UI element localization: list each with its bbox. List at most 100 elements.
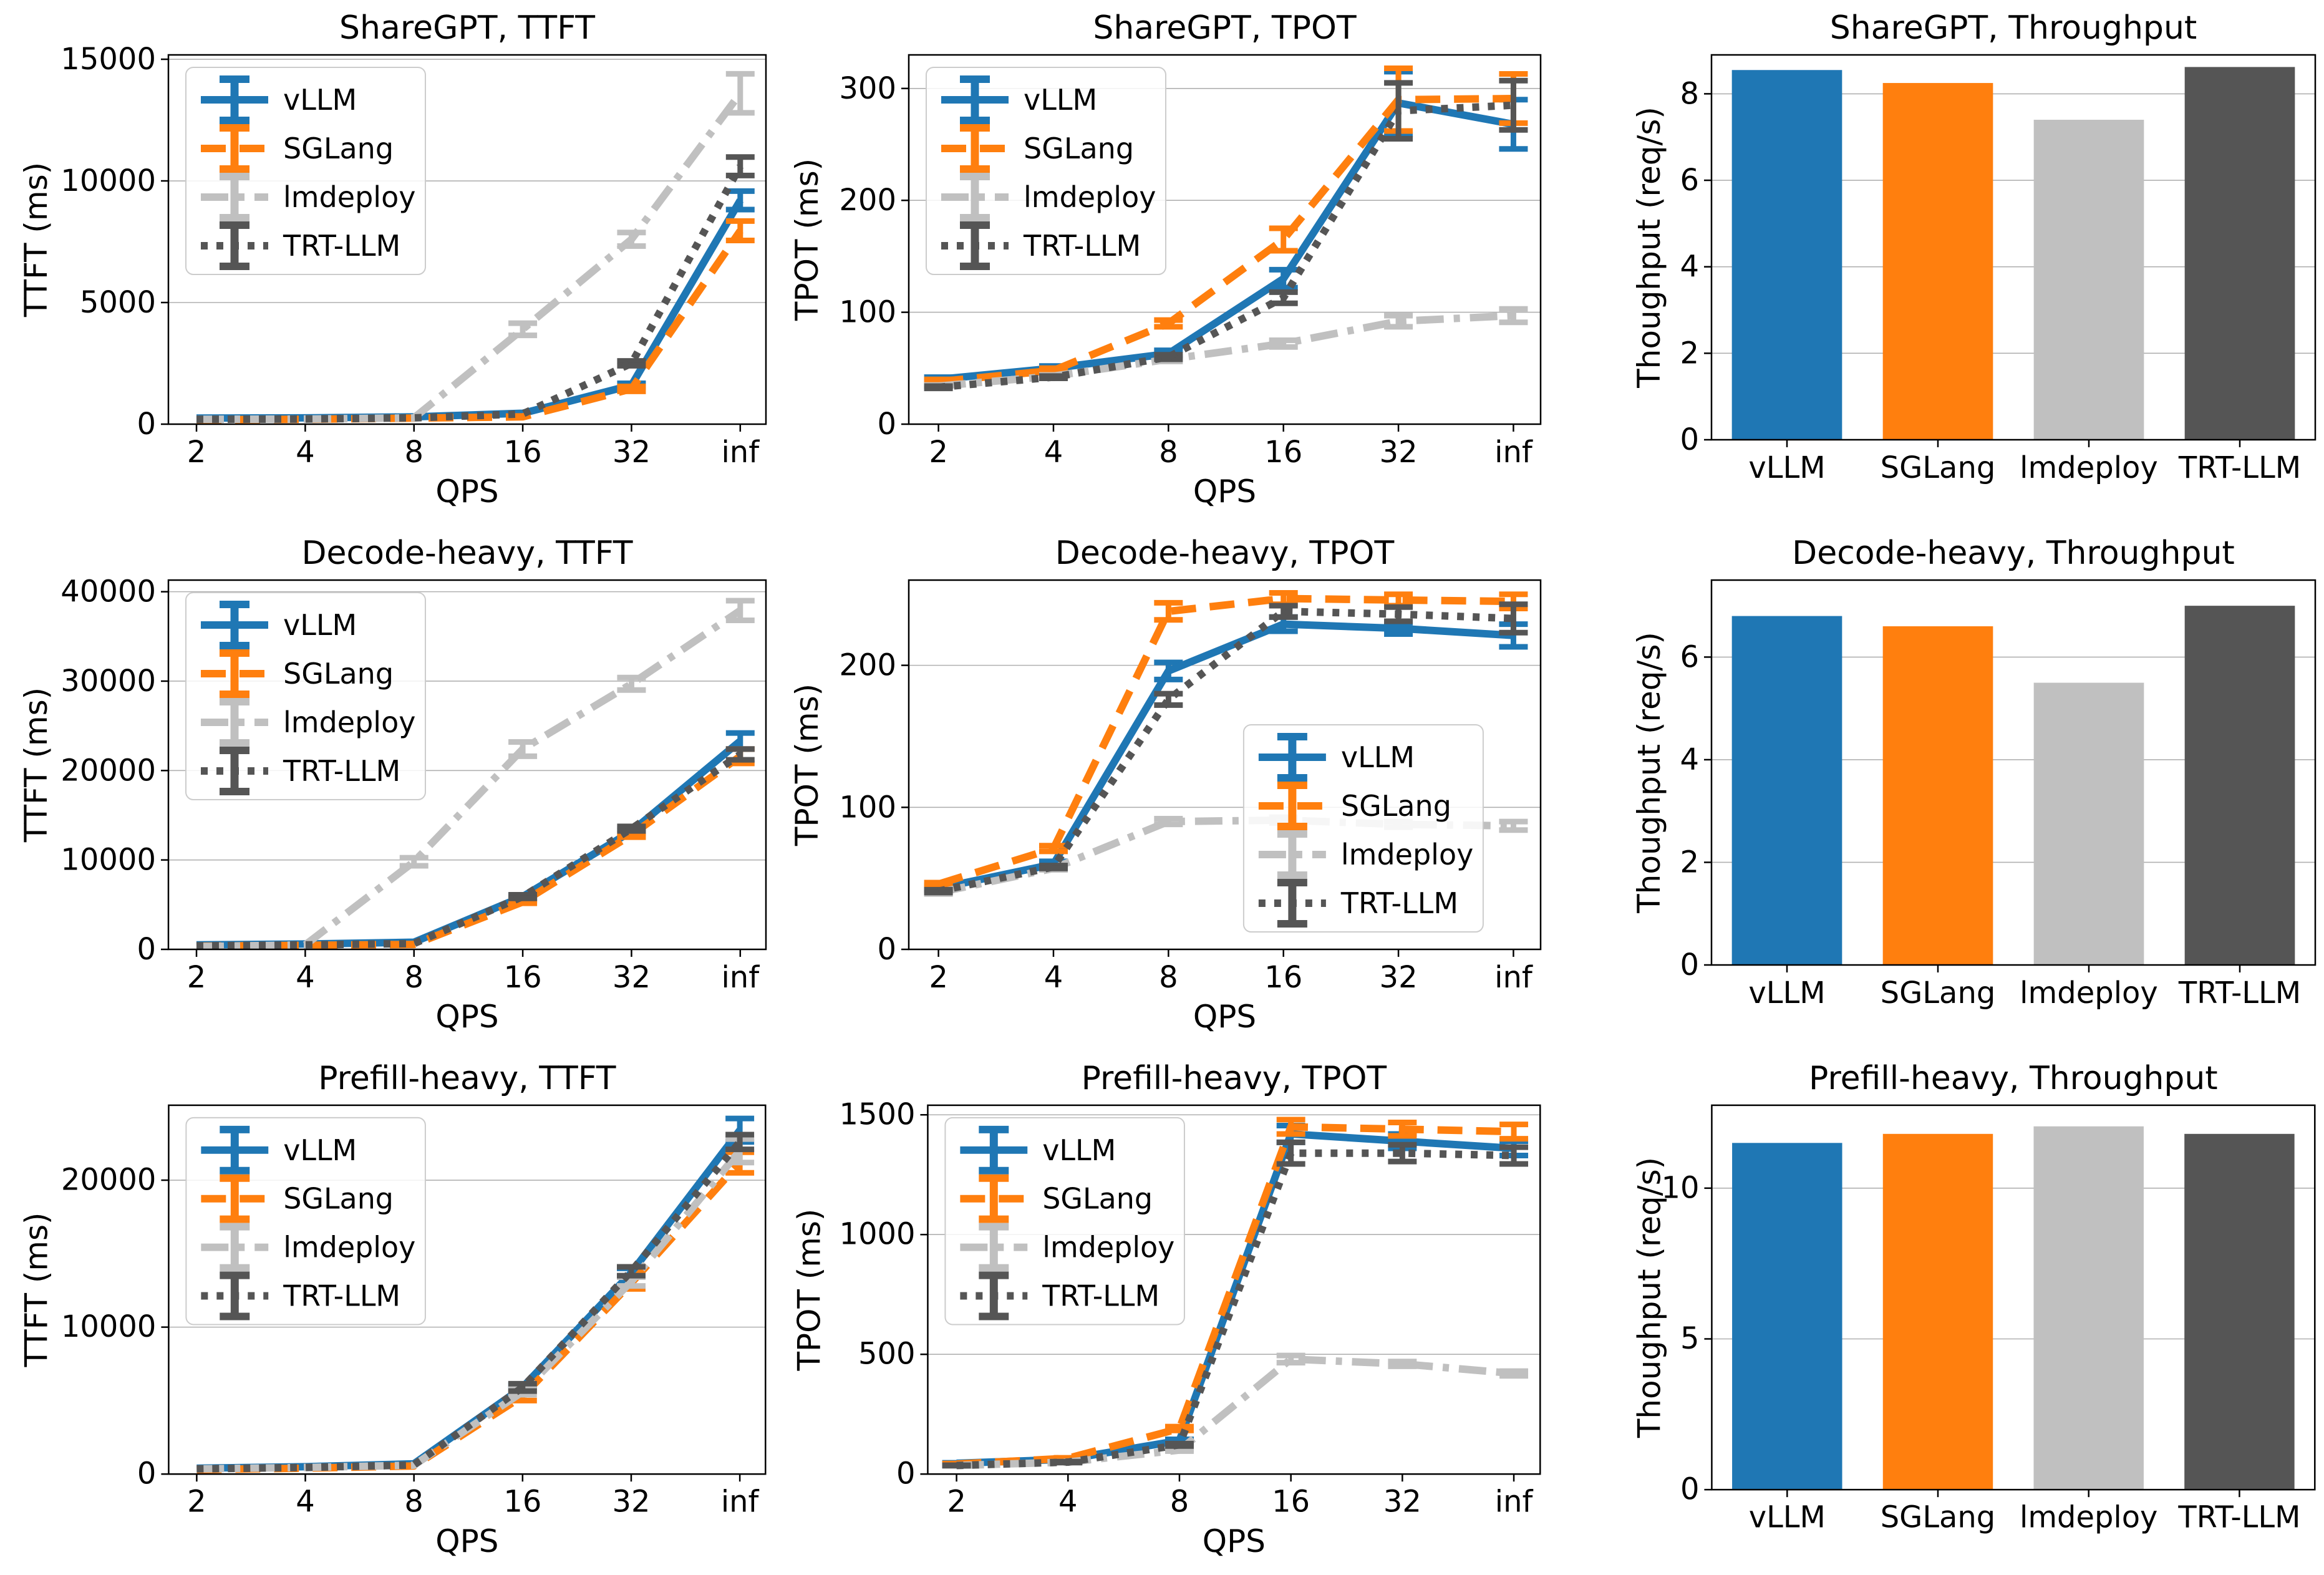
series-line-trt-llm xyxy=(956,1149,1514,1470)
legend-label-trt-llm: TRT-LLM xyxy=(283,229,400,263)
error-bar-trt-llm xyxy=(1039,863,1068,871)
x-axis-label: QPS xyxy=(435,999,498,1035)
chart-svg-decode-heavy-ttft: Decode-heavy, TTFT TTFT (ms) 0 10000 20000 30… xyxy=(0,525,775,1050)
plot-area xyxy=(1731,67,2295,440)
axes-spines xyxy=(167,54,767,425)
bar-vllm xyxy=(1731,70,1842,440)
x-tick-label: 32 xyxy=(1383,1485,1421,1519)
plot-area xyxy=(924,65,1528,392)
subplot-sharegpt-tpot: ShareGPT, TPOT TPOT (ms) 0 100 200 300 2 4 8 16 32… xyxy=(775,0,1549,525)
x-tick-label: inf xyxy=(1494,435,1533,470)
y-tick-label: 5000 xyxy=(80,285,156,320)
x-tick-label: 32 xyxy=(1380,435,1418,470)
bar-category-label-lmdeploy: lmdeploy xyxy=(2020,1501,2157,1535)
chart-title: Decode-heavy, TTFT xyxy=(302,535,633,572)
x-tick-label: 8 xyxy=(404,1485,424,1519)
bar-category-label-sglang: SGLang xyxy=(1881,1501,1995,1535)
subplot-sharegpt-throughput: ShareGPT, Throughput Thoughput (req/s) 0 2 4… xyxy=(1549,0,2324,525)
chart-title: Prefill-heavy, TTFT xyxy=(318,1060,616,1097)
axes-spines xyxy=(167,579,767,951)
legend-label-trt-llm: TRT-LLM xyxy=(283,1279,400,1313)
y-tick-label: 20000 xyxy=(61,753,156,788)
subplot-prefill-heavy-ttft: Prefill-heavy, TTFT TTFT (ms) 0 10000 20000 2… xyxy=(0,1050,775,1575)
legend-key-sglang xyxy=(1258,782,1326,830)
plot-area xyxy=(1732,1126,2295,1490)
y-axis-label: TPOT (ms) xyxy=(789,684,825,846)
x-tick-label: inf xyxy=(1495,1485,1534,1519)
series-line-trt-llm xyxy=(196,164,744,424)
x-tick-label: 2 xyxy=(187,960,206,995)
x-tick-label: 8 xyxy=(404,960,424,995)
legend-key-trt-llm xyxy=(941,221,1009,270)
error-bar-trt-llm xyxy=(617,1264,646,1279)
x-axis-label: QPS xyxy=(435,473,498,510)
legend-label-trt-llm: TRT-LLM xyxy=(1042,1279,1160,1313)
error-bar-sglang xyxy=(1154,599,1183,623)
y-tick-label: 100 xyxy=(839,790,896,825)
legend: vLLM SGLang lmdeploy TRT-LLM xyxy=(944,1117,1185,1325)
subplot-decode-heavy-throughput: Decode-heavy, Throughput Thoughput (req/s… xyxy=(1549,525,2324,1050)
chart-title: Decode-heavy, Throughput xyxy=(1792,535,2235,572)
legend-key-sglang xyxy=(960,1174,1028,1223)
legend-label-lmdeploy: lmdeploy xyxy=(283,1231,415,1264)
axes-spines xyxy=(168,1104,767,1475)
legend-label-sglang: SGLang xyxy=(1341,789,1451,823)
legend-label-lmdeploy: lmdeploy xyxy=(1024,180,1156,214)
x-tick-label: inf xyxy=(721,1485,760,1519)
x-tick-label: 16 xyxy=(1272,1485,1310,1519)
y-tick-label: 1500 xyxy=(839,1098,915,1132)
bar-category-label-vllm: vLLM xyxy=(1749,1501,1826,1535)
x-tick-label: 8 xyxy=(1170,1485,1189,1519)
y-tick-label: 6 xyxy=(1680,163,1699,198)
x-tick-label: 32 xyxy=(612,1485,650,1519)
bar-trt-llm xyxy=(2184,1133,2295,1490)
x-tick-label: 2 xyxy=(187,435,206,470)
legend-label-sglang: SGLang xyxy=(283,1182,394,1216)
bar-category-label-lmdeploy: lmdeploy xyxy=(2020,450,2158,485)
x-axis-label: QPS xyxy=(1193,999,1256,1035)
y-tick-label: 4 xyxy=(1680,250,1699,284)
y-axis-label: TPOT (ms) xyxy=(789,158,825,321)
x-tick-label: 4 xyxy=(296,960,315,995)
y-tick-label: 0 xyxy=(137,932,156,967)
y-tick-label: 300 xyxy=(839,71,896,106)
x-tick-label: 4 xyxy=(1044,435,1063,470)
legend-label-lmdeploy: lmdeploy xyxy=(1341,838,1473,871)
x-tick-label: 32 xyxy=(612,435,651,470)
y-axis-label: Thoughput (req/s) xyxy=(1632,1157,1668,1438)
legend-key-lmdeploy xyxy=(201,1223,269,1272)
legend-key-sglang xyxy=(201,124,268,173)
x-tick-label: 32 xyxy=(612,960,651,995)
plot-area xyxy=(942,1117,1529,1470)
error-bar-trt-llm xyxy=(1499,601,1528,636)
y-axis-label: TTFT (ms) xyxy=(18,162,54,317)
error-bar-lmdeploy xyxy=(1499,306,1528,326)
bar-lmdeploy xyxy=(2033,119,2144,440)
legend-key-vllm xyxy=(941,75,1009,124)
legend-key-lmdeploy xyxy=(960,1223,1028,1272)
bar-sglang xyxy=(1882,626,1993,965)
legend-key-trt-llm xyxy=(201,221,268,270)
bar-category-label-vllm: vLLM xyxy=(1748,976,1825,1010)
legend-key-vllm xyxy=(201,75,268,124)
y-tick-label: 2 xyxy=(1680,845,1699,880)
series-line-sglang xyxy=(196,753,743,949)
legend: vLLM SGLang lmdeploy TRT-LLM xyxy=(185,67,426,275)
y-tick-label: 10 xyxy=(1661,1171,1699,1205)
plot-area xyxy=(196,1115,755,1474)
chart-title: Prefill-heavy, Throughput xyxy=(1809,1060,2218,1097)
error-bar-trt-llm xyxy=(1499,77,1528,133)
bar-category-label-trt-llm: TRT-LLM xyxy=(2177,1501,2300,1535)
x-tick-label: inf xyxy=(721,435,760,470)
chart-svg-sharegpt-tpot: ShareGPT, TPOT TPOT (ms) 0 100 200 300 2 4 8 16 32… xyxy=(775,0,1549,525)
error-bar-sglang xyxy=(1499,1122,1529,1142)
legend-key-trt-llm xyxy=(201,747,268,795)
y-tick-label: 15000 xyxy=(61,42,156,77)
legend-label-sglang: SGLang xyxy=(1042,1182,1153,1216)
bar-trt-llm xyxy=(2184,606,2295,965)
chart-title: Decode-heavy, TPOT xyxy=(1055,535,1395,572)
bar-category-label-sglang: SGLang xyxy=(1881,450,1996,485)
y-tick-label: 0 xyxy=(137,407,156,442)
error-bar-lmdeploy xyxy=(1499,818,1528,833)
